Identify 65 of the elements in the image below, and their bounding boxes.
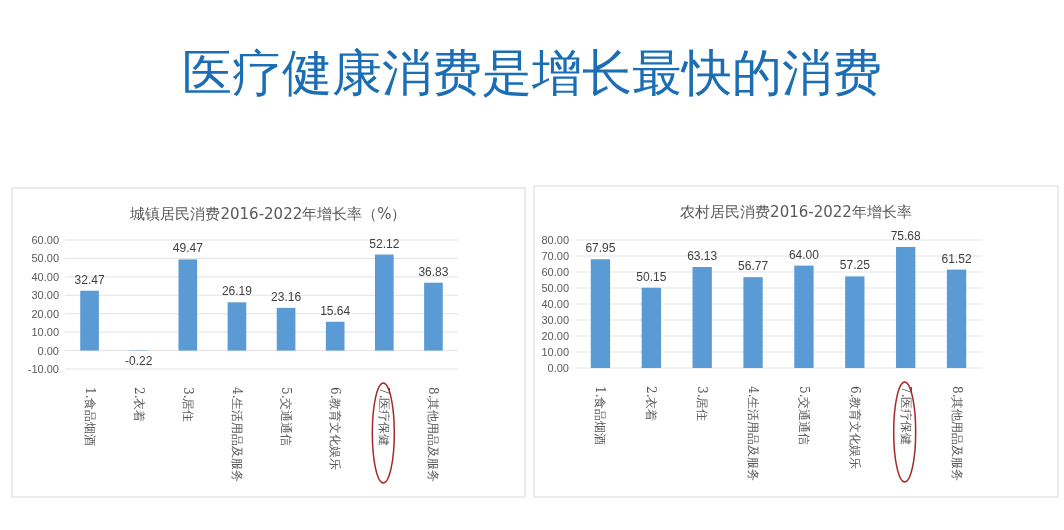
- y-tick-label: 60.00: [541, 266, 569, 278]
- y-tick-label: 80.00: [541, 234, 569, 246]
- x-tick-label: 5.交通通信: [279, 387, 294, 447]
- x-tick-label: 1.食品烟酒: [593, 386, 608, 446]
- x-tick-label: 2.衣着: [644, 386, 659, 422]
- bar: [946, 269, 967, 368]
- data-label: 67.95: [585, 241, 616, 256]
- data-label: 52.12: [369, 236, 400, 251]
- bar: [794, 265, 814, 368]
- bar: [641, 287, 661, 368]
- x-tick-label: 4.生活用品及服务: [746, 386, 761, 482]
- bar: [227, 302, 247, 351]
- data-label: 32.47: [74, 272, 105, 287]
- data-label: 75.68: [890, 228, 922, 243]
- y-tick-label: 10.00: [31, 326, 59, 339]
- y-tick-label: 40.00: [31, 270, 59, 283]
- y-tick-label: 20.00: [541, 330, 569, 342]
- y-tick-label: 0.00: [547, 362, 569, 374]
- data-label: 61.52: [941, 251, 972, 266]
- bar: [743, 277, 763, 368]
- y-tick-label: 50.00: [541, 282, 569, 294]
- x-tick-label: 6.教育文化娱乐: [847, 386, 862, 470]
- chart-title: 城镇居民消费2016-2022年增长率（%）: [129, 205, 407, 223]
- data-label: 15.64: [320, 303, 351, 318]
- data-label: 23.16: [271, 289, 302, 304]
- x-tick-label: 1.食品烟酒: [82, 387, 97, 447]
- data-label: 64.00: [788, 247, 820, 262]
- y-tick-label: 20.00: [31, 307, 59, 320]
- bar: [896, 246, 916, 368]
- x-tick-label: 8.其他用品及服务: [426, 387, 441, 483]
- x-tick-label: 5.交通通信: [796, 386, 811, 446]
- y-tick-label: 30.00: [541, 314, 569, 326]
- bar: [692, 266, 712, 368]
- bar: [374, 254, 394, 351]
- text: 医疗健康消费是增长最快的消费: [182, 44, 882, 102]
- x-tick-label: 3.居住: [695, 386, 710, 422]
- data-label: 26.19: [221, 284, 253, 299]
- data-label: 63.13: [687, 248, 718, 263]
- y-tick-label: 70.00: [541, 250, 569, 262]
- x-tick-label: 8.其他用品及服务: [949, 386, 964, 482]
- y-tick-label: 50.00: [31, 252, 59, 265]
- bar: [276, 307, 296, 351]
- y-tick-label: 40.00: [541, 298, 569, 310]
- bar: [178, 259, 198, 351]
- y-tick-label: 10.00: [541, 346, 569, 358]
- x-tick-label: 6.教育文化娱乐: [328, 387, 343, 471]
- bar: [325, 321, 345, 351]
- y-tick-label: -10.00: [27, 363, 59, 375]
- bar: [424, 282, 443, 351]
- data-label: 56.77: [738, 259, 769, 274]
- y-tick-label: 60.00: [31, 234, 59, 246]
- x-tick-label: 2.衣着: [131, 387, 146, 423]
- chart-title: 农村居民消费2016-2022年增长率: [680, 203, 912, 221]
- x-tick-label: 4.生活用品及服务: [229, 387, 244, 483]
- bar: [845, 276, 865, 368]
- data-label: -0.22: [125, 353, 153, 368]
- data-label: 57.25: [839, 258, 871, 273]
- data-label: 49.47: [172, 241, 204, 256]
- x-tick-label: 3.居住: [180, 387, 195, 423]
- data-label: 50.15: [636, 269, 667, 284]
- data-label: 36.83: [418, 264, 449, 279]
- y-tick-label: 0.00: [37, 344, 59, 357]
- bar: [80, 290, 99, 351]
- y-tick-label: 30.00: [31, 289, 59, 302]
- bar: [590, 259, 611, 368]
